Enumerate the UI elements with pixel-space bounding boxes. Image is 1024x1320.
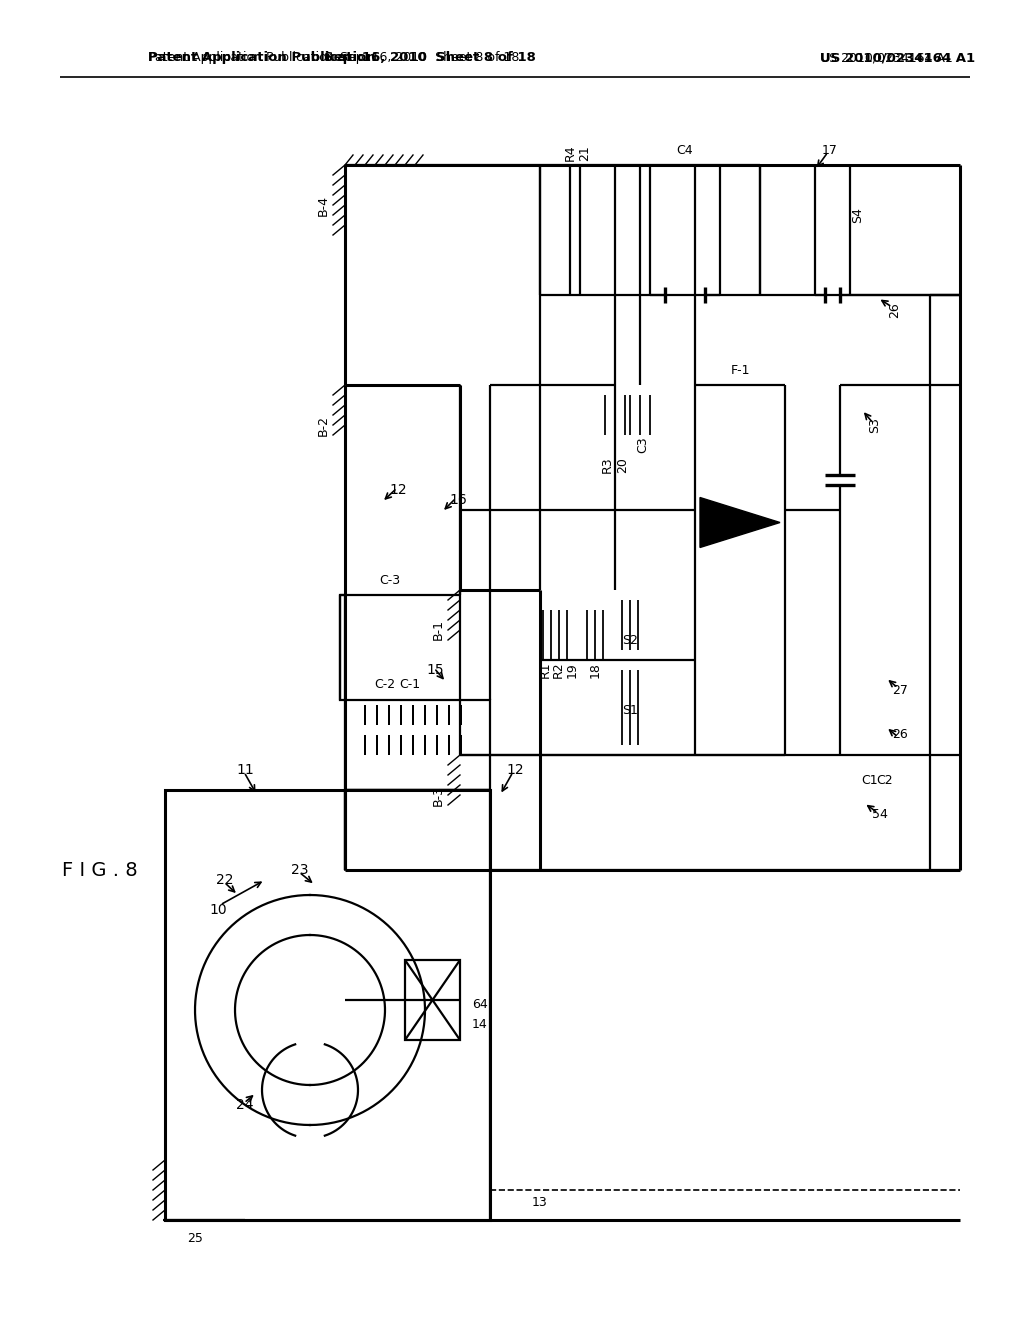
Text: 14: 14 — [472, 1019, 487, 1031]
Text: 20: 20 — [616, 457, 630, 473]
Text: C-3: C-3 — [380, 573, 400, 586]
Text: C-2: C-2 — [375, 678, 395, 692]
Text: 25: 25 — [187, 1232, 203, 1245]
Text: C-1: C-1 — [399, 678, 421, 692]
Text: 13: 13 — [532, 1196, 548, 1209]
Bar — [165, 789, 490, 1220]
Text: 12: 12 — [506, 763, 524, 777]
Text: 15: 15 — [426, 663, 443, 677]
Bar — [340, 595, 345, 700]
Text: 10: 10 — [209, 903, 226, 917]
Text: C4: C4 — [677, 144, 693, 157]
Text: S2: S2 — [622, 634, 638, 647]
Text: 17: 17 — [822, 144, 838, 157]
Text: B-2: B-2 — [316, 414, 330, 436]
Text: 18: 18 — [589, 663, 601, 678]
Text: 21: 21 — [579, 145, 592, 161]
Text: C2: C2 — [877, 774, 893, 787]
Text: 22: 22 — [216, 873, 233, 887]
Text: B-3: B-3 — [431, 784, 444, 805]
Text: S3: S3 — [868, 417, 882, 433]
Text: Patent Application Publication: Patent Application Publication — [148, 51, 335, 65]
Text: C3: C3 — [637, 437, 649, 453]
Text: 26: 26 — [889, 302, 901, 318]
Text: R4: R4 — [563, 145, 577, 161]
Text: 12: 12 — [389, 483, 407, 498]
Text: Sep. 16, 2010  Sheet 8 of 18: Sep. 16, 2010 Sheet 8 of 18 — [324, 51, 536, 65]
Text: C1: C1 — [861, 774, 879, 787]
Text: F I G . 8: F I G . 8 — [62, 861, 138, 879]
Text: 11: 11 — [237, 763, 254, 777]
Text: 19: 19 — [565, 663, 579, 678]
Text: Sep. 16, 2010  Sheet 8 of 18: Sep. 16, 2010 Sheet 8 of 18 — [340, 51, 520, 65]
Text: S4: S4 — [852, 207, 864, 223]
Text: 26: 26 — [892, 729, 908, 742]
Text: US 2010/0234164 A1: US 2010/0234164 A1 — [820, 51, 975, 65]
Text: 16: 16 — [450, 492, 467, 507]
Text: 64: 64 — [472, 998, 487, 1011]
Text: 23: 23 — [291, 863, 309, 876]
Text: Patent Application Publication: Patent Application Publication — [148, 51, 376, 65]
Text: R2: R2 — [552, 661, 564, 678]
Text: B-1: B-1 — [431, 619, 444, 640]
Text: 54: 54 — [872, 808, 888, 821]
Text: R3: R3 — [600, 457, 613, 474]
Text: 24: 24 — [237, 1098, 254, 1111]
Polygon shape — [700, 498, 780, 548]
Text: 27: 27 — [892, 684, 908, 697]
Bar — [345, 700, 490, 789]
Text: S1: S1 — [622, 704, 638, 717]
Text: F-1: F-1 — [730, 364, 750, 378]
Text: US 2010/0234164 A1: US 2010/0234164 A1 — [820, 51, 952, 65]
Text: B-4: B-4 — [316, 194, 330, 215]
Text: R1: R1 — [539, 661, 552, 678]
Bar — [406, 960, 460, 1040]
